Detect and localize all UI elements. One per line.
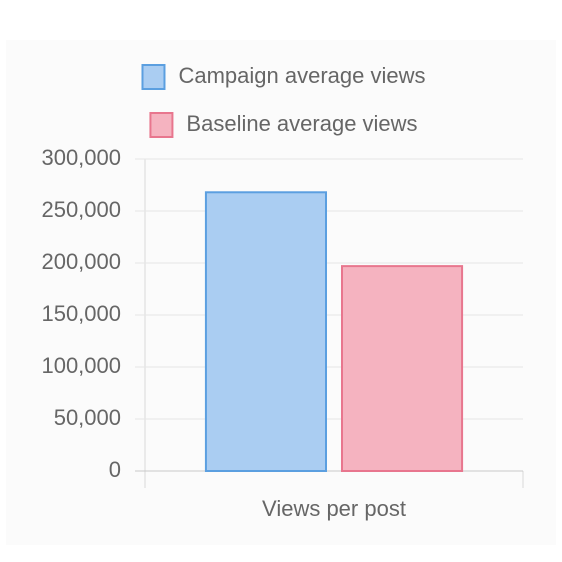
y-tick-label: 300,000 [41,145,121,170]
legend-swatch [149,112,174,138]
y-tick-label: 250,000 [41,197,121,222]
bar [341,265,464,472]
y-tick-label: 200,000 [41,249,121,274]
y-tick-label: 0 [109,457,121,482]
y-tick-label: 150,000 [41,301,121,326]
bar [204,191,327,472]
x-tick-label: Views per post [262,496,406,521]
y-tick-label: 100,000 [41,353,121,378]
legend-label: Campaign average views [178,63,425,88]
legend-label: Baseline average views [186,111,417,136]
y-tick-label: 50,000 [54,405,121,430]
legend-swatch [141,64,166,90]
